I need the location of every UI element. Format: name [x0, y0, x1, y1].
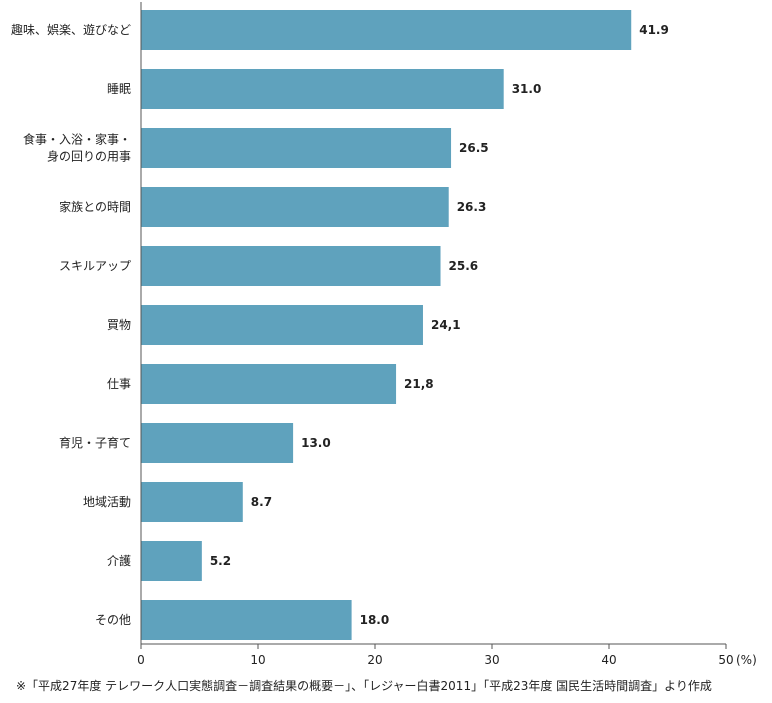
bar [141, 482, 243, 522]
category-label-line: 育児・子育て [59, 435, 131, 450]
category-label-line: その他 [95, 613, 131, 627]
value-label: 5.2 [210, 554, 231, 568]
bar [141, 305, 423, 345]
category-label-line: 身の回りの用事 [47, 149, 131, 164]
bar [141, 246, 441, 286]
value-label: 31.0 [512, 82, 542, 96]
value-label: 24,1 [431, 318, 461, 332]
category-label: 家族との時間 [59, 199, 131, 214]
value-label: 26.5 [459, 141, 489, 155]
category-label: 買物 [107, 318, 131, 332]
category-label-line: 買物 [107, 318, 131, 332]
x-tick-label: 30 [484, 653, 499, 667]
bars-group [141, 10, 632, 640]
x-tick-label: 50 [718, 653, 733, 667]
category-label: スキルアップ [59, 259, 131, 273]
bar [141, 423, 294, 463]
value-label: 25.6 [449, 259, 479, 273]
bar [141, 187, 449, 227]
category-label-line: 家族との時間 [59, 199, 131, 214]
category-label-line: 仕事 [107, 377, 131, 391]
category-label-line: 食事・入浴・家事・ [23, 132, 131, 147]
bar [141, 128, 452, 168]
bar [141, 364, 397, 404]
x-tick-label: 20 [367, 653, 382, 667]
category-label: 地域活動 [83, 495, 131, 509]
category-labels: 趣味、娯楽、遊びなど睡眠食事・入浴・家事・身の回りの用事家族との時間スキルアップ… [11, 22, 131, 627]
value-labels: 41.9 31.0 26.5 26.3 25.6 24,1 21,8 13.0 8.7 5.2 18… [210, 23, 669, 627]
x-axis: 0 10 20 30 40 50 (%) [137, 2, 757, 667]
category-label: 趣味、娯楽、遊びなど [11, 22, 131, 37]
value-label: 26.3 [457, 200, 487, 214]
x-axis-unit: (%) [736, 653, 757, 667]
value-label: 21,8 [404, 377, 434, 391]
value-label: 13.0 [301, 436, 331, 450]
bar [141, 10, 632, 50]
x-tick-label: 10 [250, 653, 265, 667]
category-label-line: スキルアップ [59, 259, 131, 273]
x-tick-label: 40 [601, 653, 616, 667]
category-label: 食事・入浴・家事・身の回りの用事 [23, 132, 131, 164]
bar [141, 541, 202, 581]
category-label: 仕事 [107, 377, 131, 391]
source-note: ※「平成27年度 テレワーク人口実態調査－調査結果の概要－」、「レジャー白書20… [16, 679, 712, 693]
category-label: 育児・子育て [59, 435, 131, 450]
category-label-line: 睡眠 [107, 82, 131, 96]
value-label: 18.0 [360, 613, 390, 627]
bar [141, 600, 352, 640]
category-label-line: 介護 [107, 553, 131, 568]
category-label: 介護 [107, 553, 131, 568]
category-label: その他 [95, 613, 131, 627]
value-label: 8.7 [251, 495, 272, 509]
value-label: 41.9 [639, 23, 669, 37]
x-tick-label: 0 [137, 653, 145, 667]
category-label-line: 趣味、娯楽、遊びなど [11, 22, 131, 37]
category-label-line: 地域活動 [83, 495, 131, 509]
bar [141, 69, 504, 109]
category-label: 睡眠 [107, 82, 131, 96]
